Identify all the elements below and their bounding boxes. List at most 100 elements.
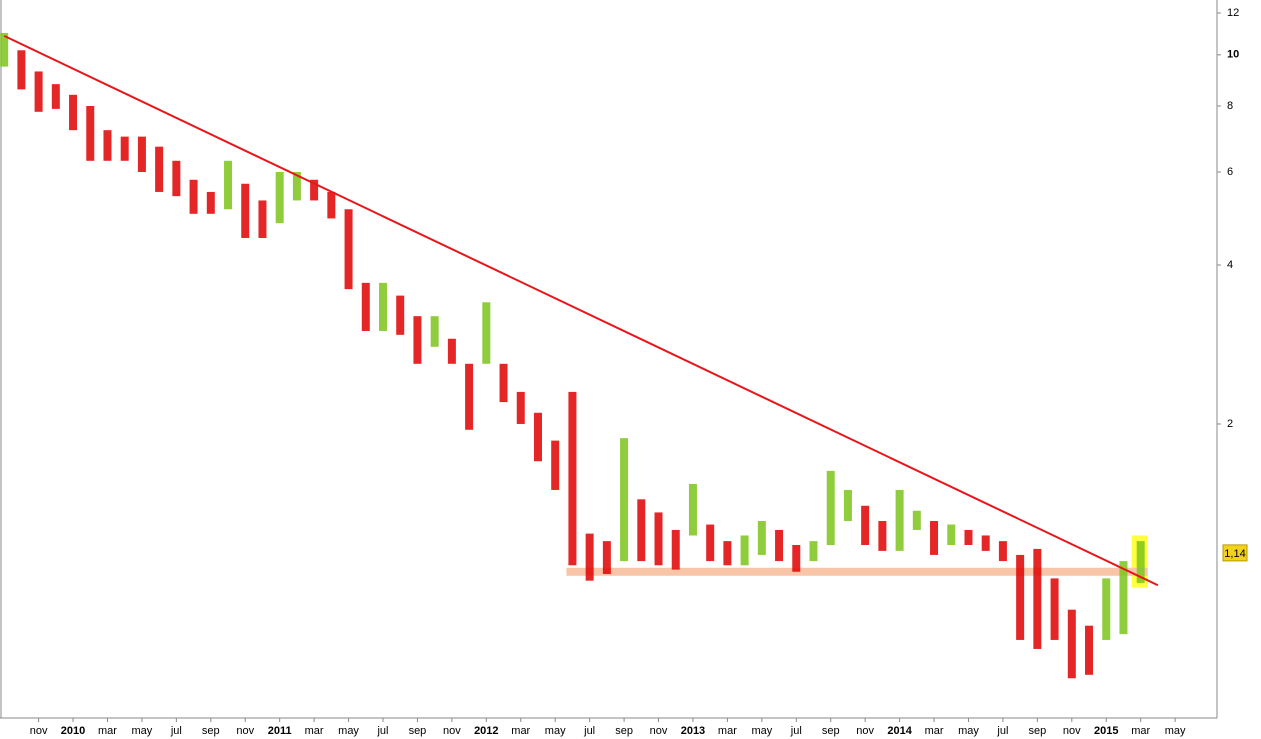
price-bar	[344, 209, 353, 290]
price-bar	[826, 470, 835, 545]
price-bar	[723, 541, 732, 566]
price-bar	[310, 179, 319, 201]
price-bar	[947, 524, 956, 545]
x-tick-label: jul	[583, 725, 595, 737]
price-bar	[447, 338, 456, 364]
price-bar	[912, 510, 921, 530]
price-bar	[224, 160, 233, 210]
price-bar	[533, 412, 542, 462]
price-bar	[51, 84, 60, 109]
x-tick-label: sep	[409, 725, 427, 737]
x-tick-label: 2010	[61, 725, 85, 737]
price-bar	[1050, 578, 1059, 640]
price-bar	[1102, 578, 1111, 640]
x-tick-label: mar	[718, 725, 737, 737]
price-bar	[585, 533, 594, 581]
price-bar	[740, 535, 749, 566]
price-bar	[1119, 561, 1128, 635]
price-bar	[1033, 548, 1042, 649]
price-bar	[757, 521, 766, 555]
x-tick-label: may	[958, 725, 979, 737]
price-bar	[86, 106, 95, 161]
x-tick-label: may	[1165, 725, 1186, 737]
y-tick-label: 6	[1227, 166, 1233, 178]
price-bar	[361, 282, 370, 331]
x-tick-label: mar	[305, 725, 324, 737]
last-price-label: 1,14	[1224, 548, 1245, 560]
price-bar	[241, 183, 250, 238]
x-tick-label: nov	[30, 725, 48, 737]
price-bar	[499, 363, 508, 403]
price-bar	[103, 130, 112, 161]
price-bar	[602, 541, 611, 574]
price-bar	[620, 438, 629, 562]
price-bar	[430, 316, 439, 347]
price-bar	[671, 529, 680, 570]
x-tick-label: nov	[236, 725, 254, 737]
price-bar	[775, 529, 784, 562]
x-tick-label: mar	[98, 725, 117, 737]
x-tick-label: may	[132, 725, 153, 737]
price-bar	[1136, 541, 1145, 583]
y-tick-label: 10	[1227, 49, 1239, 61]
x-tick-label: 2012	[474, 725, 498, 737]
x-tick-label: nov	[650, 725, 668, 737]
x-tick-label: sep	[822, 725, 840, 737]
price-bar	[275, 171, 284, 224]
price-bar	[861, 505, 870, 545]
x-tick-label: sep	[1028, 725, 1046, 737]
price-bar	[120, 136, 129, 161]
price-bar	[69, 94, 78, 131]
x-tick-label: jul	[790, 725, 802, 737]
price-bar	[155, 146, 164, 192]
price-bar	[327, 191, 336, 219]
price-bar	[413, 316, 422, 364]
x-tick-label: 2014	[887, 725, 912, 737]
support-band	[566, 567, 1148, 576]
x-tick-label: mar	[925, 725, 944, 737]
price-bar	[0, 32, 9, 67]
price-bar	[895, 489, 904, 551]
x-tick-label: sep	[615, 725, 633, 737]
price-bar	[1016, 554, 1025, 640]
y-tick-label: 8	[1227, 100, 1233, 112]
price-bar	[843, 489, 852, 522]
x-tick-label: jul	[170, 725, 182, 737]
price-bar	[568, 391, 577, 566]
x-tick-label: 2011	[268, 725, 292, 737]
x-tick-label: may	[338, 725, 359, 737]
price-bar	[465, 363, 474, 430]
trendline	[3, 34, 1159, 587]
price-bar	[792, 544, 801, 572]
x-tick-label: mar	[1131, 725, 1150, 737]
price-bar	[292, 171, 301, 201]
price-bar	[17, 50, 26, 90]
price-bar	[637, 499, 646, 562]
price-bar	[206, 191, 215, 214]
price-bar	[688, 483, 697, 536]
x-tick-label: 2013	[681, 725, 705, 737]
price-bar	[981, 535, 990, 551]
price-bar	[654, 512, 663, 566]
x-tick-label: 2015	[1094, 725, 1118, 737]
price-bar	[396, 295, 405, 335]
price-bar	[1085, 625, 1094, 675]
price-bar	[189, 179, 198, 214]
price-bar	[809, 541, 818, 562]
price-bar	[878, 521, 887, 551]
x-tick-label: nov	[443, 725, 461, 737]
price-bar	[964, 529, 973, 545]
x-tick-label: jul	[996, 725, 1008, 737]
y-tick-label: 12	[1227, 7, 1239, 19]
price-bar	[1067, 609, 1076, 679]
x-tick-label: nov	[1063, 725, 1081, 737]
price-bar	[482, 302, 491, 364]
x-tick-label: sep	[202, 725, 220, 737]
price-bar	[172, 160, 181, 197]
price-bar	[930, 521, 939, 555]
price-bar	[998, 541, 1007, 562]
price-bar	[706, 524, 715, 562]
price-bar	[516, 391, 525, 424]
x-tick-label: nov	[856, 725, 874, 737]
